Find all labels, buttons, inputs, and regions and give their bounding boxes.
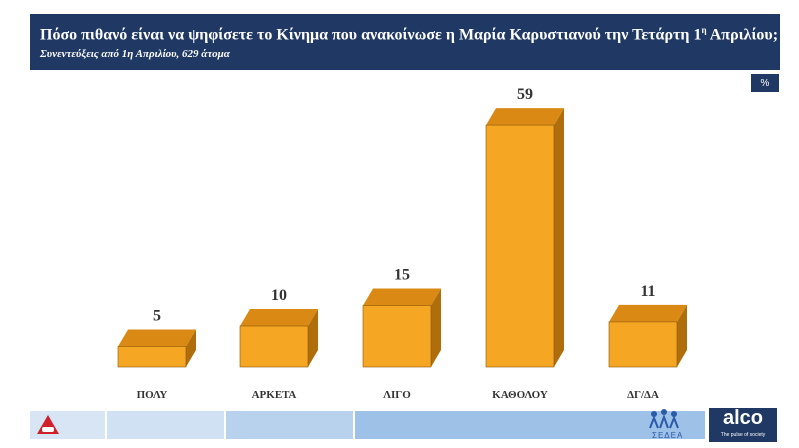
chart-subtitle: Συνεντεύξεις από 1η Απριλίου, 629 άτομα bbox=[40, 48, 230, 61]
chart-title: Πόσο πιθανό είναι να ψηφίσετε το Κίνημα … bbox=[40, 20, 778, 45]
alco-logo bbox=[709, 408, 777, 442]
alco-logo-text: alco bbox=[722, 407, 764, 429]
red-a-logo-icon bbox=[37, 415, 59, 434]
bar-side bbox=[554, 108, 564, 367]
data-label: 59 bbox=[517, 86, 533, 103]
sedea-logo-icon bbox=[649, 409, 679, 429]
bar-top bbox=[363, 288, 441, 306]
alco-tagline: The pulse of society bbox=[720, 432, 766, 438]
footer-segment-3 bbox=[226, 411, 353, 439]
unit-badge: % bbox=[751, 74, 779, 92]
chart-header: Πόσο πιθανό είναι να ψηφίσετε το Κίνημα … bbox=[30, 14, 780, 70]
bar-side bbox=[431, 288, 441, 367]
data-label: 10 bbox=[271, 287, 287, 304]
bar-side bbox=[308, 309, 318, 367]
data-label: 15 bbox=[394, 267, 410, 284]
category-label: ΠΟΛΥ bbox=[137, 389, 168, 401]
bar bbox=[362, 305, 432, 368]
bar-top bbox=[240, 309, 318, 326]
bar-side bbox=[186, 329, 196, 367]
bar bbox=[117, 346, 187, 368]
chart-title-end: Απριλίου; bbox=[706, 26, 779, 44]
bar-side bbox=[677, 304, 687, 367]
footer-segment-4 bbox=[355, 411, 705, 439]
chart-title-text: Πόσο πιθανό είναι να ψηφίσετε το Κίνημα … bbox=[40, 26, 702, 44]
data-label: 11 bbox=[640, 283, 655, 300]
category-label: ΛΙΓΟ bbox=[383, 389, 411, 401]
bar bbox=[485, 124, 555, 368]
category-label: ΔΓ/ΔΑ bbox=[627, 389, 659, 401]
footer-segment-2 bbox=[107, 411, 224, 439]
bar bbox=[608, 321, 678, 368]
data-label: 5 bbox=[153, 308, 161, 325]
bar-top bbox=[118, 329, 196, 347]
bar-top bbox=[486, 108, 564, 126]
sedea-label: ΣΕΔΕΑ bbox=[652, 431, 684, 440]
category-label: ΚΑΘΟΛΟΥ bbox=[492, 389, 548, 401]
bar-top bbox=[609, 304, 687, 322]
chart-title-superscript: η bbox=[701, 25, 707, 35]
category-label: ΑΡΚΕΤΑ bbox=[252, 389, 297, 401]
bar bbox=[239, 325, 309, 368]
